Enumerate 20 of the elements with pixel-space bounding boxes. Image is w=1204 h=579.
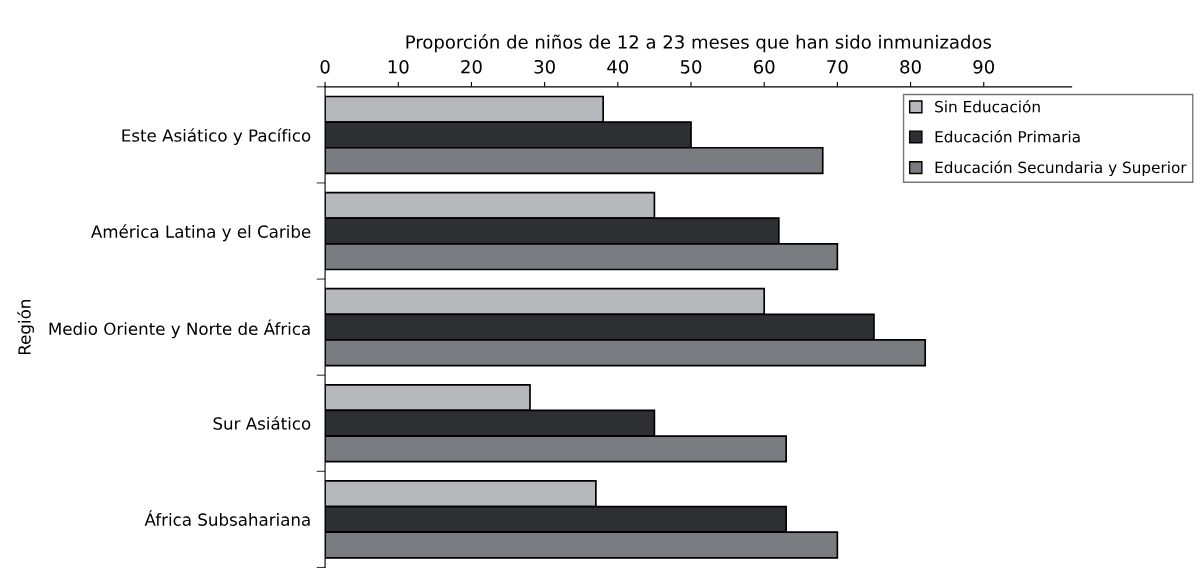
x-tick-label: 10	[388, 59, 409, 74]
x-tick-label: 50	[680, 59, 702, 74]
x-tick-label: 0	[320, 59, 330, 74]
x-tick-label: 60	[753, 59, 775, 74]
x-tick-label: 80	[900, 59, 921, 74]
y-tick-label: Sur Asiático	[213, 416, 311, 430]
x-tick-label: 40	[607, 59, 629, 74]
legend-label: Sin Educación	[935, 99, 1040, 113]
y-tick-label: América Latina y el Caribe	[91, 224, 311, 242]
x-axis-title: Proporción de niños de 12 a 23 meses que han sido inmunizados	[406, 34, 992, 53]
legend-label: Educación Primaria	[935, 130, 1080, 143]
x-tick-label: 30	[534, 59, 555, 74]
y-tick-label: África Subsahariana	[144, 510, 310, 526]
y-axis-title: Región	[17, 300, 35, 355]
legend-label: Educación Secundaria y Superior	[935, 160, 1187, 177]
x-tick-label: 20	[461, 59, 482, 74]
y-tick-label: Medio Oriente y Norte de África	[49, 319, 310, 339]
x-tick-label: 90	[973, 59, 995, 74]
y-tick-label: Este Asiático y Pacífico	[122, 128, 311, 146]
x-tick-label: 70	[827, 59, 848, 74]
